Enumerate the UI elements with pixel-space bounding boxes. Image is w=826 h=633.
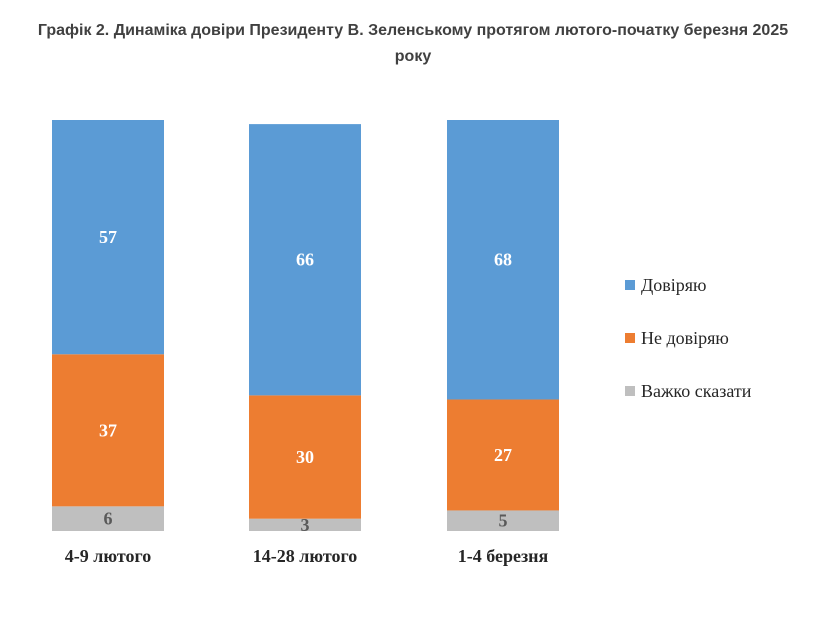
data-label-1-1: 57 — [99, 227, 117, 247]
category-label-2: 14-28 лютого — [253, 546, 357, 566]
category-label-1: 4-9 лютого — [65, 546, 151, 566]
bar-segment-2-2 — [249, 395, 361, 519]
data-label-1-3: 68 — [494, 250, 512, 270]
bar-segment-3-3 — [447, 510, 559, 531]
legend-label-3: Важко сказати — [641, 381, 752, 401]
data-label-2-3: 27 — [494, 445, 512, 465]
data-label-2-1: 37 — [99, 420, 117, 440]
legend-label-1: Довіряю — [641, 275, 707, 295]
data-label-1-2: 66 — [296, 250, 314, 270]
legend-label-2: Не довіряю — [641, 328, 729, 348]
bar-segment-1-3 — [447, 120, 559, 400]
data-label-3-3: 5 — [499, 511, 508, 531]
chart-title: Графік 2. Динаміка довіри Президенту В. … — [37, 22, 789, 65]
bar-segment-2-3 — [447, 399, 559, 511]
data-label-2-2: 30 — [296, 447, 314, 467]
bar-segment-1-1 — [52, 120, 164, 355]
data-label-3-1: 6 — [104, 509, 113, 529]
legend-swatch-3 — [625, 386, 635, 396]
category-label-3: 1-4 березня — [458, 546, 549, 566]
legend-swatch-2 — [625, 333, 635, 343]
bar-segment-2-1 — [52, 354, 164, 507]
bar-segment-1-2 — [249, 124, 361, 396]
data-label-3-2: 3 — [301, 515, 310, 535]
bar-segment-3-2 — [249, 518, 361, 531]
bar-segment-3-1 — [52, 506, 164, 531]
legend-swatch-1 — [625, 280, 635, 290]
